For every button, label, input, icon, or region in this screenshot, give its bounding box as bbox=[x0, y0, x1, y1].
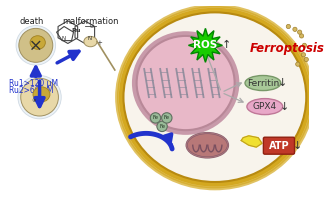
Ellipse shape bbox=[33, 98, 37, 102]
FancyBboxPatch shape bbox=[263, 137, 295, 154]
Text: ↓: ↓ bbox=[278, 78, 287, 88]
Text: ↓: ↓ bbox=[280, 102, 289, 112]
Ellipse shape bbox=[293, 27, 297, 31]
Ellipse shape bbox=[301, 53, 306, 57]
Ellipse shape bbox=[245, 75, 281, 91]
Text: Fe: Fe bbox=[153, 115, 158, 120]
Ellipse shape bbox=[299, 34, 304, 38]
Text: ATP: ATP bbox=[269, 141, 289, 151]
Ellipse shape bbox=[123, 12, 306, 182]
Ellipse shape bbox=[19, 28, 53, 62]
Text: Ru2>60 μM: Ru2>60 μM bbox=[10, 86, 54, 95]
Text: ↑: ↑ bbox=[221, 40, 231, 50]
Text: malformation: malformation bbox=[62, 17, 119, 26]
Ellipse shape bbox=[34, 99, 36, 101]
Ellipse shape bbox=[150, 113, 161, 123]
Text: N: N bbox=[61, 36, 65, 41]
Text: ROS: ROS bbox=[193, 40, 217, 50]
Ellipse shape bbox=[84, 36, 97, 47]
Ellipse shape bbox=[30, 36, 45, 49]
Text: Fe: Fe bbox=[164, 115, 170, 120]
Text: GPX4: GPX4 bbox=[253, 102, 277, 111]
Text: Ru1>120 μM: Ru1>120 μM bbox=[10, 79, 59, 88]
Ellipse shape bbox=[21, 78, 58, 116]
Ellipse shape bbox=[132, 31, 239, 135]
Ellipse shape bbox=[286, 24, 291, 29]
Ellipse shape bbox=[33, 87, 50, 102]
Text: Fe: Fe bbox=[159, 124, 165, 129]
Text: N: N bbox=[88, 36, 92, 41]
Ellipse shape bbox=[18, 75, 61, 119]
Ellipse shape bbox=[296, 62, 300, 66]
Ellipse shape bbox=[137, 36, 235, 130]
Polygon shape bbox=[189, 28, 222, 62]
Text: Ru: Ru bbox=[72, 28, 81, 33]
Text: ↓: ↓ bbox=[293, 141, 302, 151]
Ellipse shape bbox=[157, 121, 167, 132]
Text: +: + bbox=[96, 40, 102, 46]
Ellipse shape bbox=[304, 57, 308, 62]
Text: O: O bbox=[89, 24, 93, 29]
Ellipse shape bbox=[16, 26, 56, 65]
Ellipse shape bbox=[162, 113, 172, 123]
Text: death: death bbox=[20, 17, 44, 26]
Ellipse shape bbox=[247, 99, 283, 115]
Ellipse shape bbox=[302, 43, 306, 47]
Text: Ferroptosis: Ferroptosis bbox=[250, 42, 325, 55]
Ellipse shape bbox=[187, 133, 228, 157]
Ellipse shape bbox=[297, 30, 302, 34]
Polygon shape bbox=[241, 136, 262, 147]
Text: Ferritin: Ferritin bbox=[247, 79, 279, 88]
